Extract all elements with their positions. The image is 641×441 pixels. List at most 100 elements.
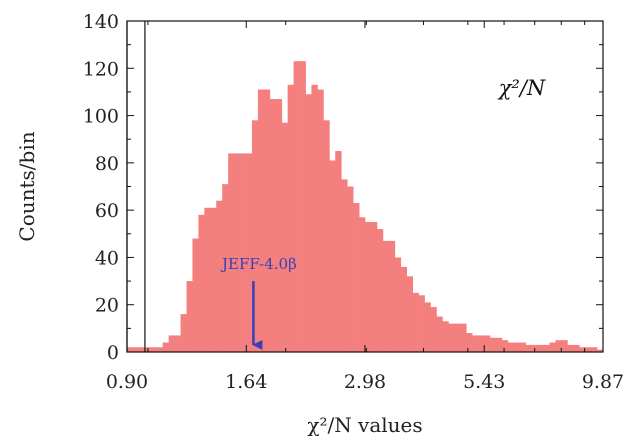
histogram-bar	[513, 342, 521, 352]
histogram-bar	[436, 316, 443, 352]
annotation-group: JEFF-4.0β	[220, 255, 297, 350]
histogram-bar	[525, 344, 532, 352]
histogram-bar	[365, 221, 372, 352]
inset-label: χ²/N	[497, 76, 546, 100]
histogram-bar	[442, 321, 449, 352]
histogram-bar	[418, 295, 425, 352]
histogram-bar	[168, 335, 175, 352]
histogram-bar	[132, 347, 140, 352]
histogram-bar	[495, 337, 503, 352]
x-tick-label: 5.43	[463, 371, 505, 393]
histogram-bar	[198, 214, 205, 352]
x-axis: 0.90 1.64 2.98 5.43 9.87	[106, 21, 624, 393]
histogram-bar	[127, 347, 134, 352]
histogram-bar	[335, 151, 342, 352]
histogram-bar	[240, 153, 247, 352]
y-tick-label: 140	[83, 11, 119, 33]
histogram-bar	[412, 292, 419, 352]
histogram-bar	[263, 89, 271, 353]
x-tick-label: 2.98	[344, 371, 386, 393]
histogram-bar	[329, 160, 336, 352]
histogram-bar	[424, 302, 431, 352]
histogram-bar	[162, 342, 170, 352]
histogram-bar	[317, 89, 324, 353]
x-tick-label: 1.64	[225, 371, 267, 393]
histogram-bar	[347, 186, 354, 352]
histogram-bar	[174, 335, 181, 352]
histogram-bar	[269, 99, 277, 353]
histogram-bar	[323, 120, 330, 352]
histogram-bar	[299, 61, 306, 352]
histogram-bar	[555, 340, 562, 352]
histogram-bar	[293, 61, 300, 352]
histogram-bar	[257, 89, 265, 353]
histogram-bar	[311, 84, 318, 352]
histogram-bar	[549, 342, 556, 352]
histogram-bar	[138, 347, 146, 352]
histogram-bar	[246, 153, 253, 352]
histogram-bar	[388, 240, 396, 352]
histogram-bar	[519, 342, 527, 352]
histogram-bar	[585, 347, 592, 352]
y-tick-label: 0	[107, 342, 119, 364]
histogram-bar	[591, 347, 598, 352]
histogram-bar	[222, 184, 229, 352]
histogram-bar	[394, 257, 402, 352]
histogram-bar	[341, 179, 348, 352]
histogram-bar	[228, 153, 235, 352]
histogram-bar	[507, 342, 515, 352]
histogram-bar	[543, 344, 550, 352]
histogram-bar	[251, 120, 259, 352]
y-tick-label: 100	[83, 106, 119, 128]
histogram-bar	[186, 281, 193, 352]
histogram-bar	[216, 200, 223, 352]
histogram-bar	[478, 335, 485, 352]
histogram-bar	[305, 94, 312, 353]
histogram-bar	[466, 333, 473, 352]
histogram-bar	[472, 335, 479, 352]
y-tick-label: 80	[95, 153, 119, 175]
y-tick-label: 40	[95, 247, 119, 269]
histogram-bar	[597, 349, 604, 352]
annotation-label: JEFF-4.0β	[220, 255, 297, 273]
histogram-bar	[448, 323, 455, 352]
histogram-bar	[359, 217, 366, 352]
histogram-bar	[156, 347, 164, 352]
y-tick-label: 20	[95, 295, 119, 317]
y-tick-label: 120	[83, 58, 119, 80]
histogram-bar	[275, 99, 283, 353]
histogram-bar	[234, 153, 241, 352]
histogram-bar	[579, 347, 586, 352]
histogram-bar	[400, 266, 408, 352]
y-axis-title: Counts/bin	[15, 131, 39, 241]
y-tick-label: 60	[95, 200, 119, 222]
histogram-bar	[376, 229, 384, 352]
histogram-bar	[287, 84, 294, 352]
histogram-bar	[567, 344, 574, 352]
histogram-bar	[210, 207, 217, 352]
histogram-bar	[406, 276, 413, 352]
histogram-bar	[370, 221, 378, 352]
histogram-bar	[192, 238, 199, 352]
x-tick-label: 0.90	[106, 371, 148, 393]
y-axis: 0 20 40 60 80 100 120 140	[83, 11, 603, 364]
histogram-bar	[430, 307, 437, 352]
histogram-bar	[573, 344, 580, 352]
histogram-bar	[382, 240, 390, 352]
histogram-bar	[561, 340, 568, 352]
histogram-bar	[353, 203, 360, 352]
histogram-bar	[537, 344, 544, 352]
x-axis-title: χ²/N values	[307, 413, 422, 437]
histogram-bar	[454, 323, 461, 352]
histogram-bar	[489, 337, 497, 352]
x-tick-label: 9.87	[582, 371, 624, 393]
histogram-bar	[281, 122, 289, 353]
histogram-bar	[204, 207, 211, 352]
histogram-bar	[484, 335, 491, 352]
histogram-bar	[460, 323, 467, 352]
histogram-bar	[501, 340, 509, 352]
histogram-bar	[150, 347, 158, 352]
histogram-bars	[127, 61, 604, 353]
histogram-bar	[180, 314, 187, 352]
